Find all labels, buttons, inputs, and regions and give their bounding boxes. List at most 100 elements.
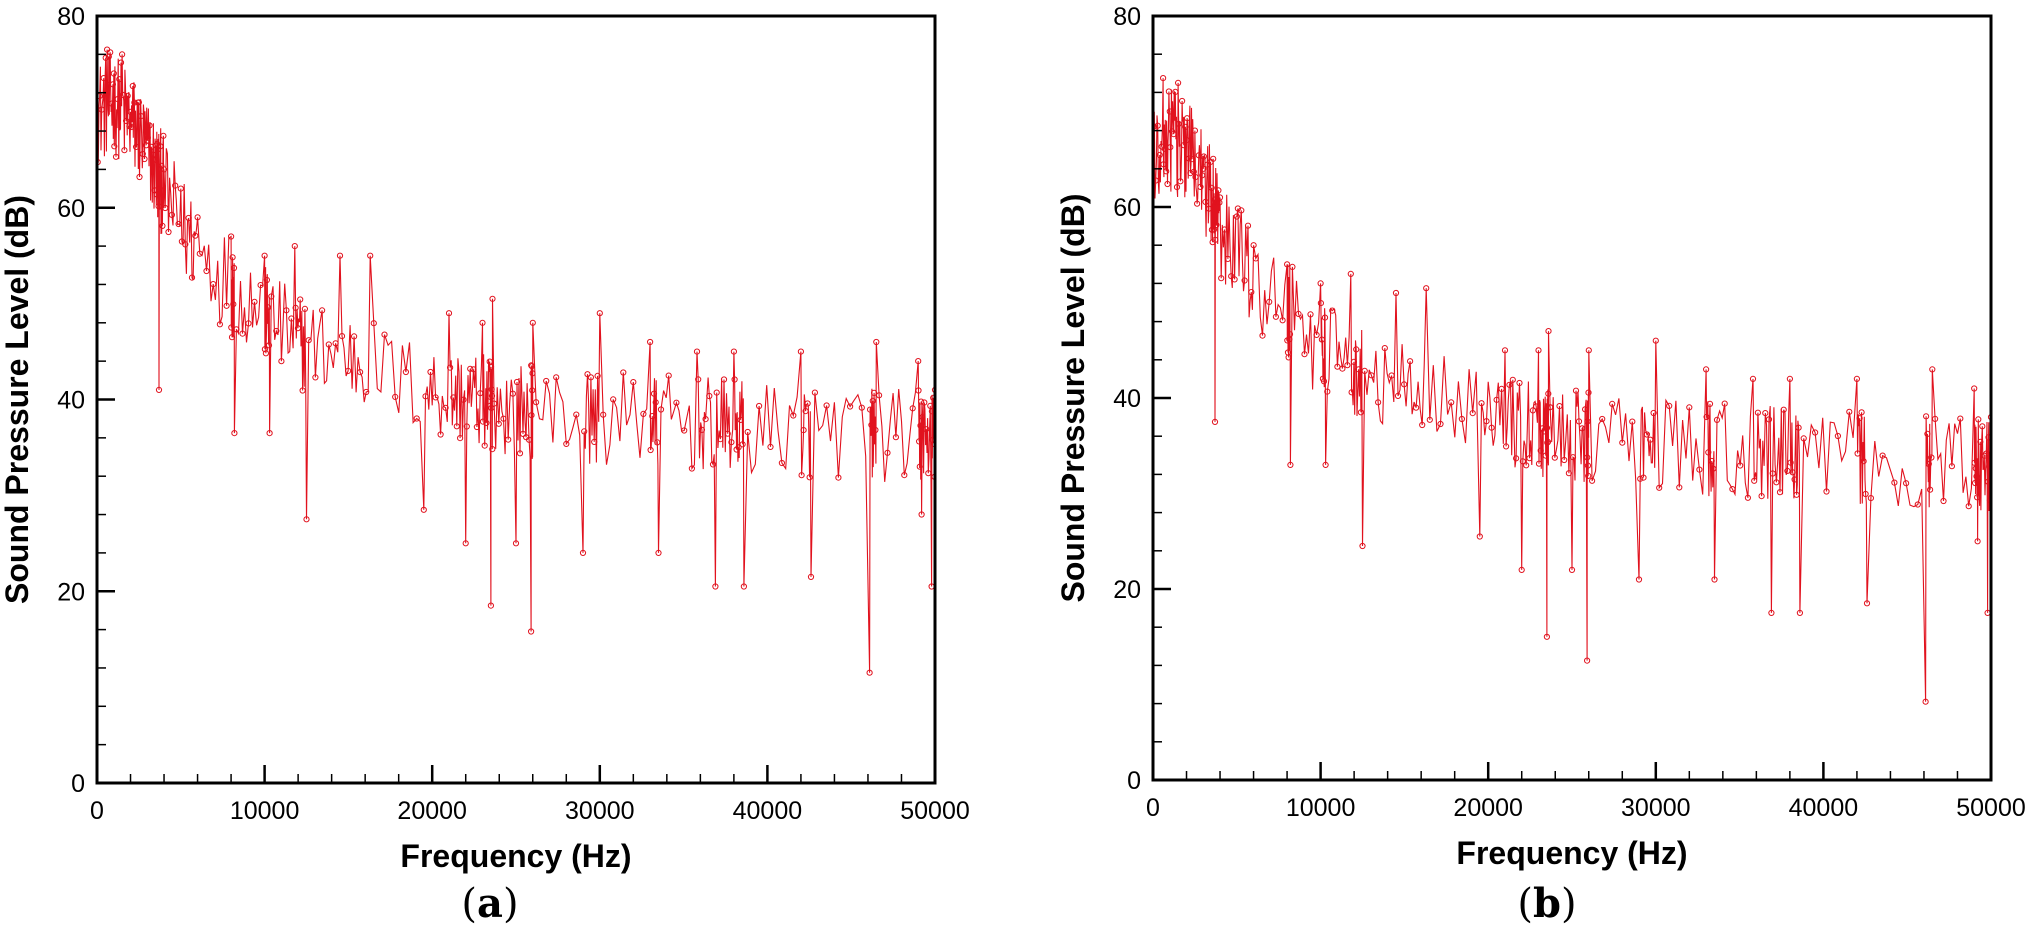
data-point — [650, 390, 658, 397]
data-point — [1175, 79, 1182, 87]
data-point — [693, 348, 701, 355]
y-tick-label: 0 — [71, 770, 85, 798]
y-tick-label: 20 — [57, 578, 85, 606]
data-point — [1971, 459, 1978, 466]
data-point — [931, 386, 935, 393]
data-point — [1413, 404, 1420, 411]
data-point — [657, 406, 665, 413]
data-point — [188, 274, 196, 281]
data-point — [1795, 424, 1802, 431]
data-point — [450, 394, 457, 401]
data-point — [929, 436, 935, 444]
data-point — [299, 387, 306, 394]
data-point — [1812, 429, 1819, 436]
data-point — [1762, 410, 1769, 417]
data-point — [529, 387, 536, 394]
x-tick-label: 20000 — [1453, 794, 1523, 822]
data-point — [1215, 187, 1222, 194]
data-point — [909, 405, 916, 412]
data-point — [1737, 462, 1744, 469]
data-point — [338, 333, 346, 340]
data-point — [177, 185, 184, 192]
data-point — [381, 331, 388, 338]
data-point — [1640, 474, 1647, 481]
data-point — [1924, 430, 1931, 437]
data-point — [915, 358, 922, 365]
data-point — [744, 428, 751, 436]
data-point — [528, 412, 535, 419]
data-point — [872, 426, 879, 434]
data-point — [1650, 409, 1657, 417]
data-point — [1556, 403, 1563, 410]
data-point — [228, 334, 236, 341]
data-point — [720, 376, 728, 383]
y-tick-label: 0 — [1127, 767, 1141, 795]
data-point — [919, 414, 926, 421]
data-point — [1317, 300, 1325, 307]
data-point — [1272, 313, 1280, 320]
data-point — [1800, 435, 1807, 442]
data-point — [332, 340, 339, 347]
data-point — [109, 81, 117, 88]
data-point — [724, 430, 731, 437]
y-axis-label: Sound Pressure Level (dB) — [0, 195, 35, 604]
data-point — [1213, 221, 1220, 228]
x-tick-label: 10000 — [1286, 794, 1356, 822]
data-point — [647, 446, 654, 454]
data-point — [918, 398, 925, 405]
data-point — [489, 295, 496, 302]
data-point — [230, 264, 238, 272]
data-point — [1233, 213, 1240, 220]
data-point — [402, 368, 409, 376]
data-point — [930, 394, 935, 401]
data-point — [363, 388, 370, 396]
data-point — [292, 304, 299, 311]
data-point — [610, 396, 617, 403]
data-point — [351, 333, 358, 340]
data-point — [479, 418, 487, 425]
data-point — [804, 400, 811, 407]
data-point — [268, 293, 275, 300]
data-point — [1259, 332, 1266, 339]
data-point — [223, 302, 230, 309]
data-point — [1929, 366, 1936, 373]
y-tick-label: 40 — [57, 387, 85, 415]
data-point — [1879, 452, 1886, 459]
data-point — [1977, 438, 1984, 445]
x-tick-label: 30000 — [565, 797, 635, 825]
data-point — [152, 156, 159, 163]
data-point — [1172, 88, 1179, 96]
data-point — [600, 411, 607, 418]
data-point — [1388, 372, 1395, 379]
data-point — [162, 204, 169, 212]
data-point — [463, 423, 470, 430]
data-point — [422, 393, 429, 400]
data-point — [1437, 420, 1444, 428]
x-tick-label: 30000 — [1621, 794, 1691, 822]
data-point — [117, 59, 125, 66]
data-point — [1248, 289, 1255, 296]
data-point — [869, 397, 876, 404]
data-point — [149, 151, 156, 158]
data-point — [756, 402, 763, 410]
data-point — [1643, 431, 1651, 438]
data-point — [1199, 172, 1206, 179]
data-point — [467, 365, 474, 372]
data-point — [1987, 414, 1991, 421]
data-point — [1301, 351, 1308, 358]
data-point — [513, 378, 521, 386]
data-point — [1914, 501, 1921, 508]
data-point — [1856, 415, 1863, 422]
data-point — [1266, 298, 1273, 305]
data-point — [767, 443, 774, 450]
data-point — [1786, 375, 1794, 382]
data-point — [273, 327, 280, 335]
data-point — [712, 583, 719, 590]
data-point — [159, 222, 166, 229]
data-point — [1823, 488, 1830, 495]
data-point — [654, 439, 661, 446]
data-point — [1513, 455, 1520, 462]
data-point — [1503, 443, 1510, 450]
data-point — [1535, 347, 1542, 354]
data-point — [165, 228, 172, 236]
